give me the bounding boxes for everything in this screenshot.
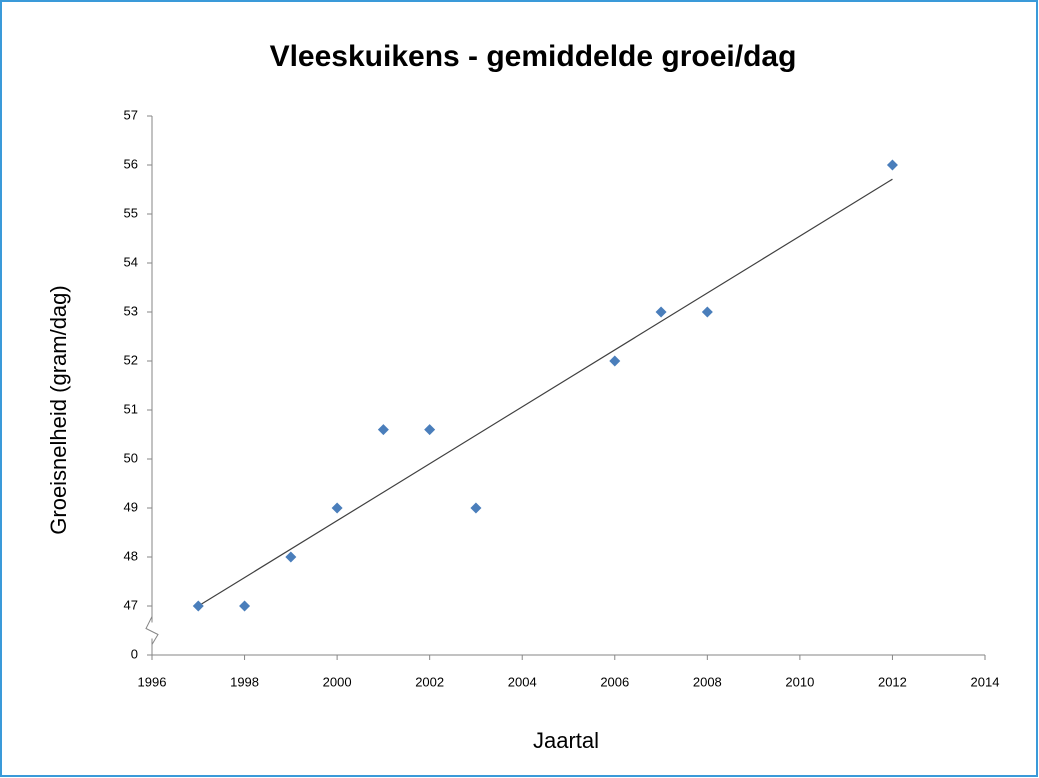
y-tick-label: 52 [124, 352, 138, 367]
x-axis-title: Jaartal [533, 728, 599, 753]
point [886, 159, 898, 171]
chart-title: Vleeskuikens - gemiddelde groei/dag [270, 40, 797, 73]
point [239, 600, 251, 612]
y-tick-label: 55 [124, 205, 138, 220]
y-tick-label: 53 [124, 303, 138, 318]
point [701, 306, 713, 318]
y-tick-label: 57 [124, 107, 138, 122]
point [285, 551, 297, 563]
point [655, 306, 667, 318]
axis-break [145, 616, 159, 645]
x-tick-label: 2000 [323, 674, 352, 689]
y-axis-title: Groeisnelheid (gram/dag) [46, 285, 71, 534]
point [192, 600, 204, 612]
x-tick-label: 2004 [508, 674, 537, 689]
x-tick-label: 2002 [415, 674, 444, 689]
y-tick-label: 49 [124, 499, 138, 514]
x-tick-label: 2006 [600, 674, 629, 689]
trendline [197, 178, 893, 607]
x-tick-label: 1996 [138, 674, 167, 689]
point [470, 502, 482, 514]
axis-break-gap [149, 622, 157, 639]
point [331, 502, 343, 514]
y-tick-label: 47 [124, 597, 138, 612]
y-tick-label: 0 [131, 646, 138, 661]
x-tick-label: 2012 [878, 674, 907, 689]
y-tick-label: 51 [124, 401, 138, 416]
y-tick-label: 56 [124, 156, 138, 171]
x-tick-label: 2008 [693, 674, 722, 689]
point [424, 424, 436, 436]
x-tick-label: 2010 [785, 674, 814, 689]
point [377, 424, 389, 436]
point [609, 355, 621, 367]
x-tick-label: 1998 [230, 674, 259, 689]
x-tick-label: 2014 [971, 674, 1000, 689]
y-tick-label: 50 [124, 450, 138, 465]
y-tick-label: 48 [124, 548, 138, 563]
y-tick-label: 54 [124, 254, 138, 269]
